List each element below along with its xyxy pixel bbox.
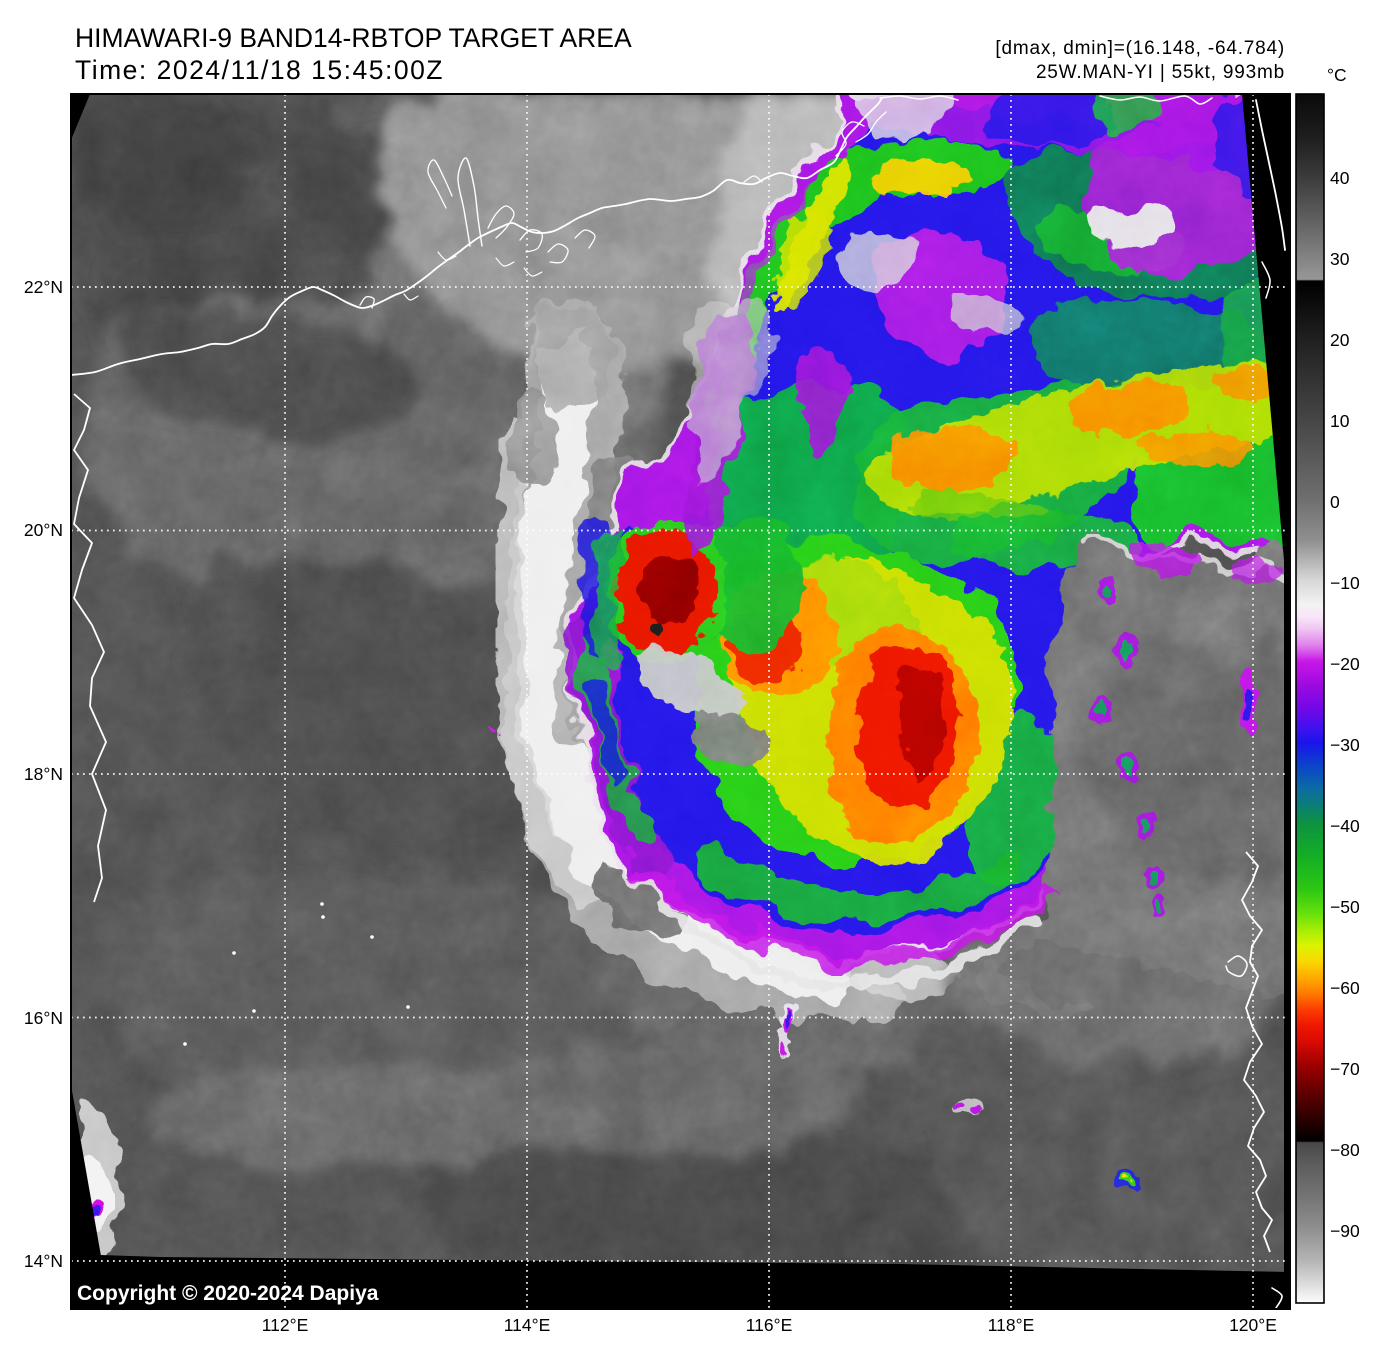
svg-text:−80: −80	[1330, 1140, 1360, 1160]
svg-text:[dmax, dmin]=(16.148, -64.784): [dmax, dmin]=(16.148, -64.784)	[995, 38, 1285, 59]
svg-text:−50: −50	[1330, 897, 1360, 917]
svg-text:10: 10	[1330, 411, 1350, 431]
svg-text:0: 0	[1330, 492, 1340, 512]
svg-text:40: 40	[1330, 168, 1350, 188]
svg-text:−60: −60	[1330, 978, 1360, 998]
svg-text:Time: 2024/11/18 15:45:00Z: Time: 2024/11/18 15:45:00Z	[75, 55, 444, 85]
svg-text:20: 20	[1330, 330, 1350, 350]
svg-text:−30: −30	[1330, 735, 1360, 755]
svg-text:18°N: 18°N	[24, 764, 63, 784]
svg-text:°C: °C	[1327, 65, 1347, 85]
svg-text:HIMAWARI-9 BAND14-RBTOP TARGET: HIMAWARI-9 BAND14-RBTOP TARGET AREA	[75, 23, 632, 53]
svg-text:−10: −10	[1330, 573, 1360, 593]
svg-text:25W.MAN-YI | 55kt, 993mb: 25W.MAN-YI | 55kt, 993mb	[1036, 62, 1285, 83]
svg-text:−20: −20	[1330, 654, 1360, 674]
svg-text:114°E: 114°E	[504, 1315, 551, 1335]
svg-text:−40: −40	[1330, 816, 1360, 836]
svg-text:−70: −70	[1330, 1059, 1360, 1079]
svg-text:20°N: 20°N	[24, 520, 63, 540]
svg-text:112°E: 112°E	[262, 1315, 309, 1335]
svg-text:116°E: 116°E	[746, 1315, 793, 1335]
svg-text:120°E: 120°E	[1229, 1315, 1277, 1335]
svg-text:14°N: 14°N	[24, 1251, 63, 1271]
svg-text:−90: −90	[1330, 1221, 1360, 1241]
svg-text:30: 30	[1330, 249, 1350, 269]
svg-text:16°N: 16°N	[24, 1008, 63, 1028]
svg-text:118°E: 118°E	[988, 1315, 1035, 1335]
svg-text:22°N: 22°N	[24, 277, 63, 297]
